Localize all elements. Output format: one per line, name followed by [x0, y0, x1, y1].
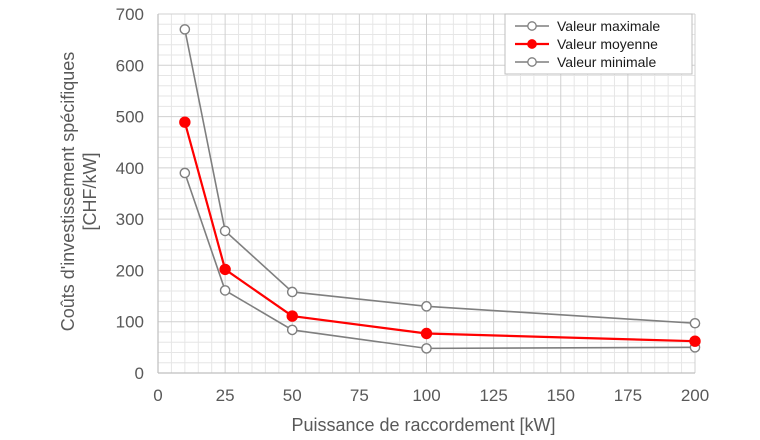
- data-point-valeur-moyenne: [219, 263, 231, 276]
- legend-marker: [527, 21, 537, 31]
- x-tick-label: 0: [153, 386, 162, 405]
- x-tick-labels: 0 25 50 75 100 125 150 175 200: [153, 386, 709, 405]
- y-axis-title-line-2: [CHF/kW]: [80, 153, 100, 231]
- x-tick-label: 200: [681, 386, 709, 405]
- x-tick-label: 50: [283, 386, 302, 405]
- legend-marker: [527, 39, 537, 49]
- axes: [157, 14, 695, 374]
- data-point-valeur-minimale: [286, 324, 298, 336]
- x-axis-title: Puissance de raccordement [kW]: [291, 415, 555, 435]
- y-tick-label: 200: [116, 261, 144, 280]
- legend-item: Valeur maximale: [515, 18, 660, 34]
- data-point-valeur-maximale: [219, 225, 231, 237]
- data-point-valeur-moyenne: [286, 310, 298, 322]
- data-point-valeur-minimale: [219, 285, 231, 296]
- series-valeur-maximale: [179, 24, 701, 329]
- x-tick-label: 125: [479, 386, 507, 405]
- series-layer: [179, 24, 701, 354]
- data-point-valeur-moyenne: [689, 335, 701, 347]
- y-tick-label: 600: [116, 56, 144, 75]
- data-point-valeur-maximale: [179, 24, 191, 35]
- x-tick-label: 175: [614, 386, 642, 405]
- y-tick-label: 700: [116, 5, 144, 24]
- x-tick-label: 25: [216, 386, 235, 405]
- legend-item: Valeur moyenne: [515, 36, 658, 52]
- x-tick-label: 75: [350, 386, 369, 405]
- x-tick-label: 150: [547, 386, 575, 405]
- legend: Valeur maximale Valeur moyenne Valeur mini…: [504, 13, 693, 75]
- x-tick-label: 100: [412, 386, 440, 405]
- data-point-valeur-maximale: [689, 317, 701, 329]
- data-point-valeur-minimale: [179, 167, 191, 179]
- data-point-valeur-moyenne: [179, 116, 191, 128]
- legend-item: Valeur minimale: [515, 54, 657, 70]
- y-tick-label: 0: [135, 364, 144, 383]
- legend-marker: [527, 57, 537, 67]
- legend-label: Valeur moyenne: [557, 36, 658, 52]
- legend-label: Valeur maximale: [557, 18, 660, 34]
- series-valeur-moyenne: [179, 116, 701, 347]
- y-axis-title-line-1: Coûts d'investissement spécifiques: [58, 52, 78, 332]
- legend-label: Valeur minimale: [557, 54, 657, 70]
- data-point-valeur-maximale: [286, 286, 298, 298]
- y-tick-label: 300: [116, 210, 144, 229]
- y-tick-label: 500: [116, 108, 144, 127]
- data-point-valeur-moyenne: [420, 327, 433, 340]
- y-tick-label: 400: [116, 159, 144, 178]
- y-tick-labels: 0 100 200 300 400 500 600 700: [116, 5, 144, 383]
- data-point-valeur-minimale: [421, 343, 432, 354]
- y-tick-label: 100: [116, 313, 144, 332]
- data-point-valeur-maximale: [421, 301, 432, 312]
